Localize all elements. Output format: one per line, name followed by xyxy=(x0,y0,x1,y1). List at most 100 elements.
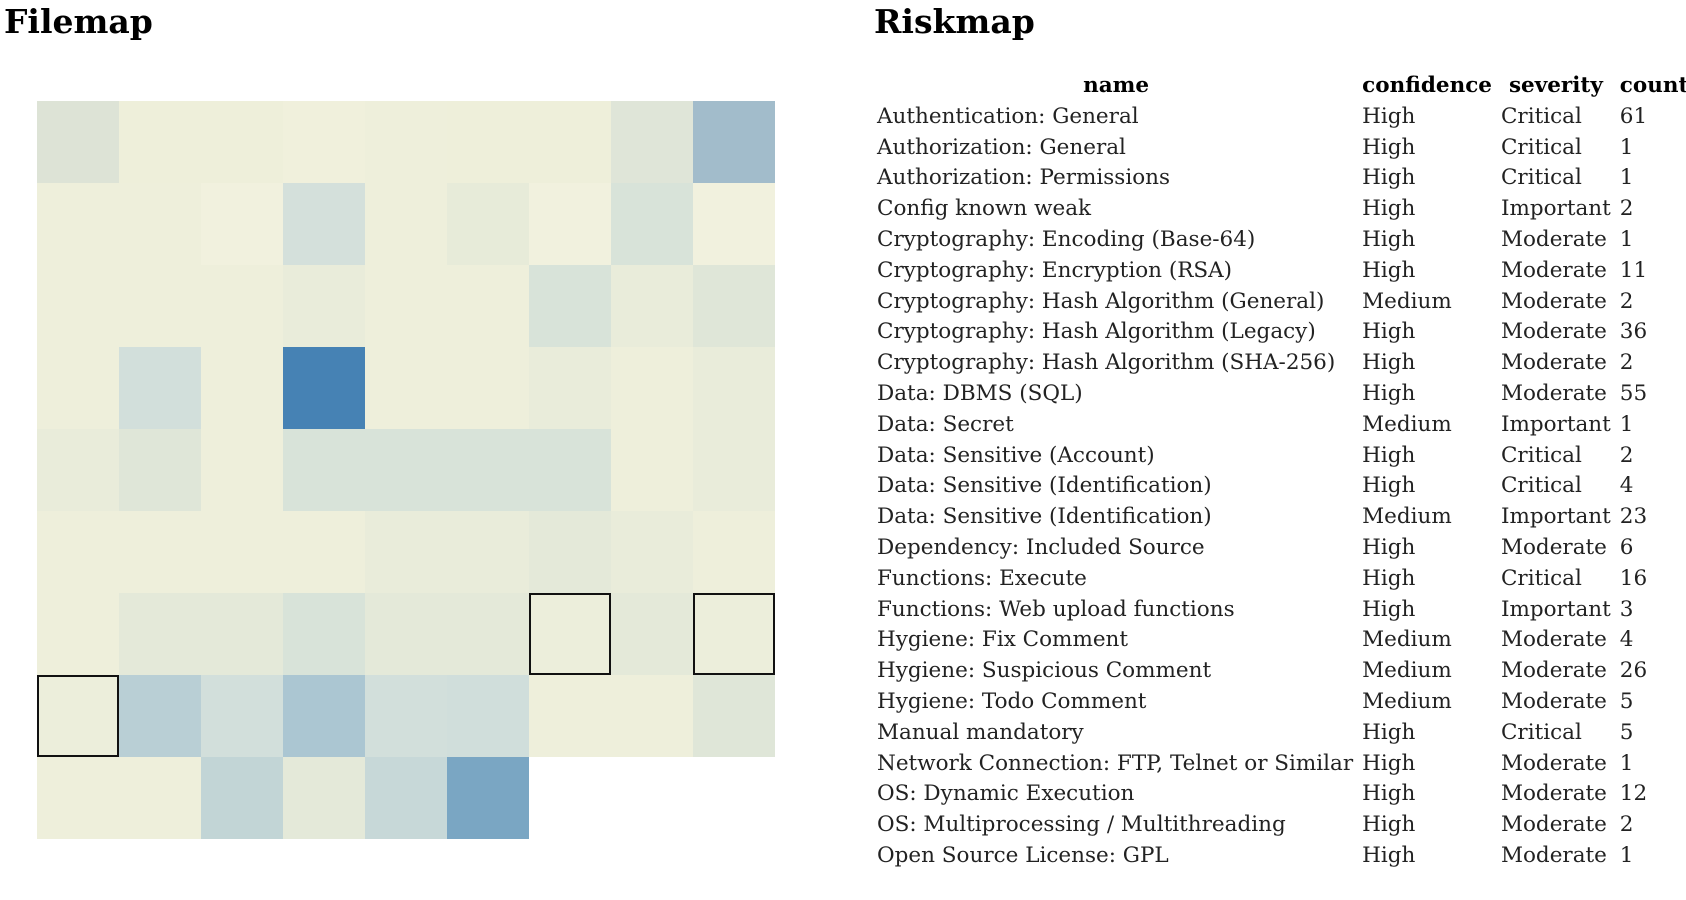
filemap-cell[interactable] xyxy=(283,429,365,511)
risk-row: Functions: Web upload functions High Impor… xyxy=(874,594,1686,625)
filemap-cell[interactable] xyxy=(119,265,201,347)
filemap-cell[interactable] xyxy=(201,101,283,183)
filemap-cell[interactable] xyxy=(201,675,283,757)
filemap-cell[interactable] xyxy=(693,265,775,347)
filemap-cell[interactable] xyxy=(119,511,201,593)
risk-count-cell: 5 xyxy=(1619,719,1634,745)
filemap-cell[interactable] xyxy=(447,593,529,675)
risk-row: Authorization: General High Critical 1 xyxy=(874,132,1686,163)
filemap-cell[interactable] xyxy=(201,593,283,675)
risk-count-cell: 3 xyxy=(1619,596,1634,622)
filemap-cell[interactable] xyxy=(119,183,201,265)
filemap-cell[interactable] xyxy=(365,675,447,757)
filemap-cell[interactable] xyxy=(201,347,283,429)
risk-severity-cell: Critical xyxy=(1500,165,1582,191)
filemap-cell[interactable] xyxy=(611,265,693,347)
filemap-cell[interactable] xyxy=(365,593,447,675)
filemap-cell[interactable] xyxy=(365,101,447,183)
risk-row: Hygiene: Fix Comment Medium Moderate 4 xyxy=(874,625,1686,656)
filemap-cell[interactable] xyxy=(611,511,693,593)
filemap-cell[interactable] xyxy=(447,183,529,265)
filemap-cell[interactable] xyxy=(611,347,693,429)
filemap-cell[interactable] xyxy=(37,429,119,511)
filemap-cell[interactable] xyxy=(201,757,283,839)
filemap-cell[interactable] xyxy=(693,101,775,183)
filemap-cell[interactable] xyxy=(611,101,693,183)
filemap-cell[interactable] xyxy=(611,429,693,511)
filemap-cell[interactable] xyxy=(529,429,611,511)
filemap-cell[interactable] xyxy=(447,265,529,347)
filemap-cell[interactable] xyxy=(693,347,775,429)
filemap-cell[interactable] xyxy=(37,511,119,593)
filemap-cell[interactable] xyxy=(447,757,529,839)
filemap-cell[interactable] xyxy=(693,511,775,593)
filemap-cell[interactable] xyxy=(365,183,447,265)
filemap-cell[interactable] xyxy=(365,757,447,839)
column-header-confidence[interactable]: confidence xyxy=(1362,73,1492,98)
column-header-count[interactable]: count xyxy=(1619,73,1686,98)
filemap-cell[interactable] xyxy=(119,347,201,429)
filemap-cell[interactable] xyxy=(529,675,611,757)
filemap-cell[interactable] xyxy=(529,347,611,429)
filemap-cell[interactable] xyxy=(283,757,365,839)
filemap-cell[interactable] xyxy=(529,593,611,675)
filemap-cell[interactable] xyxy=(447,675,529,757)
filemap-cell[interactable] xyxy=(447,429,529,511)
filemap-cell[interactable] xyxy=(201,183,283,265)
filemap-cell[interactable] xyxy=(611,183,693,265)
filemap-cell[interactable] xyxy=(365,347,447,429)
filemap-cell[interactable] xyxy=(283,101,365,183)
filemap-cell[interactable] xyxy=(283,593,365,675)
filemap-cell[interactable] xyxy=(611,593,693,675)
risk-count-cell: 4 xyxy=(1619,473,1634,499)
risk-row: Open Source License: GPL High Moderate 1 xyxy=(874,840,1686,871)
filemap-cell[interactable] xyxy=(201,429,283,511)
filemap-title: Filemap xyxy=(4,2,153,41)
filemap-cell[interactable] xyxy=(447,347,529,429)
filemap-cell[interactable] xyxy=(283,347,365,429)
filemap-cell[interactable] xyxy=(693,183,775,265)
risk-name-cell: Cryptography: Hash Algorithm (SHA-256) xyxy=(877,350,1336,376)
risk-confidence-cell: High xyxy=(1362,103,1416,129)
filemap-cell[interactable] xyxy=(447,101,529,183)
filemap-cell[interactable] xyxy=(37,347,119,429)
risk-severity-cell: Moderate xyxy=(1500,843,1607,869)
risk-confidence-cell: High xyxy=(1362,565,1416,591)
filemap-cell[interactable] xyxy=(37,675,119,757)
filemap-cell[interactable] xyxy=(365,429,447,511)
risk-severity-cell: Important xyxy=(1500,504,1611,530)
filemap-cell[interactable] xyxy=(201,511,283,593)
filemap-cell[interactable] xyxy=(201,265,283,347)
filemap-cell[interactable] xyxy=(529,265,611,347)
filemap-cell[interactable] xyxy=(119,429,201,511)
filemap-cell[interactable] xyxy=(611,675,693,757)
column-header-name[interactable]: name xyxy=(1083,73,1150,98)
filemap-cell[interactable] xyxy=(283,511,365,593)
filemap-cell[interactable] xyxy=(119,757,201,839)
risk-confidence-cell: High xyxy=(1362,134,1416,160)
filemap-cell[interactable] xyxy=(37,101,119,183)
filemap-cell[interactable] xyxy=(37,757,119,839)
filemap-cell[interactable] xyxy=(119,675,201,757)
filemap-cell[interactable] xyxy=(283,675,365,757)
filemap-cell[interactable] xyxy=(365,511,447,593)
filemap-cell[interactable] xyxy=(693,675,775,757)
filemap-cell[interactable] xyxy=(37,593,119,675)
filemap-cell[interactable] xyxy=(693,429,775,511)
filemap-cell[interactable] xyxy=(37,183,119,265)
riskmap-header-row: name confidence severity count xyxy=(874,70,1686,101)
risk-confidence-cell: High xyxy=(1362,257,1416,283)
filemap-cell[interactable] xyxy=(529,101,611,183)
filemap-cell[interactable] xyxy=(119,101,201,183)
risk-severity-cell: Moderate xyxy=(1500,319,1607,345)
column-header-severity[interactable]: severity xyxy=(1508,73,1603,98)
filemap-cell[interactable] xyxy=(283,183,365,265)
filemap-cell[interactable] xyxy=(119,593,201,675)
filemap-cell[interactable] xyxy=(529,511,611,593)
filemap-cell[interactable] xyxy=(447,511,529,593)
filemap-cell[interactable] xyxy=(365,265,447,347)
filemap-cell[interactable] xyxy=(283,265,365,347)
filemap-cell[interactable] xyxy=(529,183,611,265)
filemap-cell[interactable] xyxy=(693,593,775,675)
filemap-cell[interactable] xyxy=(37,265,119,347)
